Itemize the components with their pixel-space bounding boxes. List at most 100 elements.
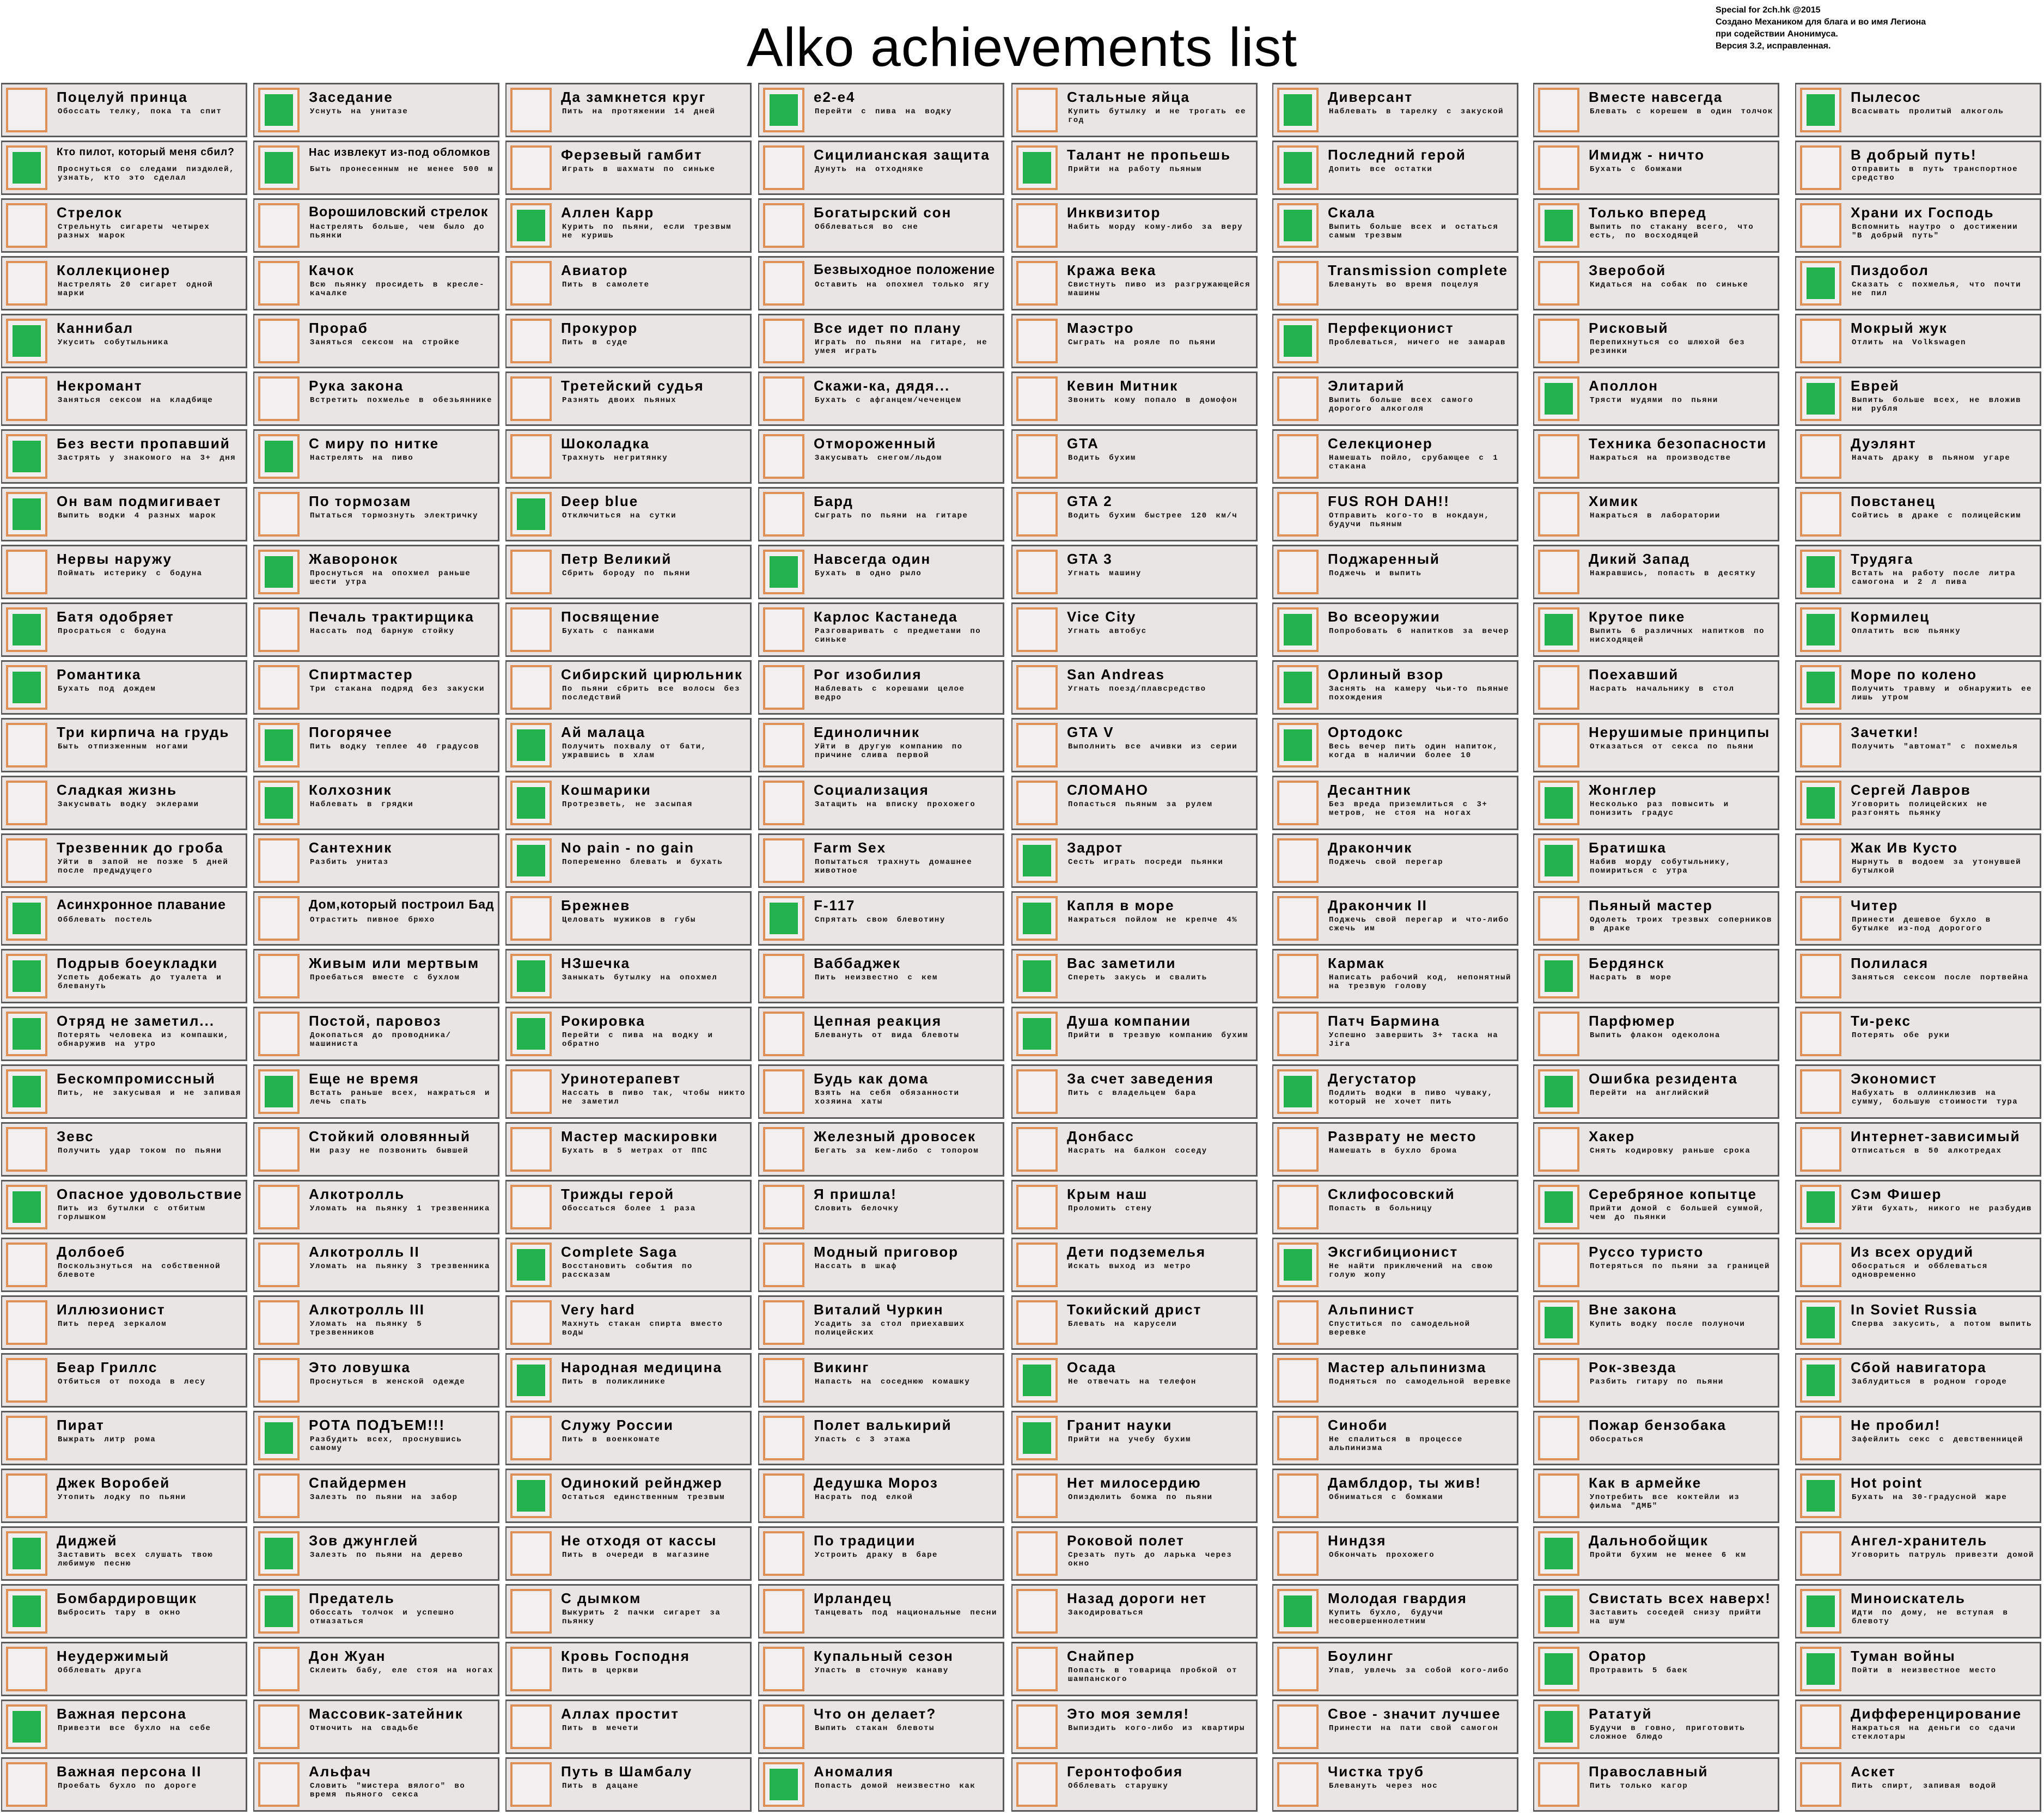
checkbox-unchecked[interactable] — [1277, 1300, 1319, 1345]
checkbox-checked[interactable] — [1800, 1473, 1841, 1518]
checkbox-unchecked[interactable] — [763, 1416, 804, 1460]
checkbox-checked[interactable] — [1538, 1069, 1579, 1114]
checkbox-unchecked[interactable] — [258, 376, 300, 421]
checkbox-checked[interactable] — [510, 954, 552, 998]
checkbox-unchecked[interactable] — [1277, 492, 1319, 537]
checkbox-unchecked[interactable] — [1016, 1704, 1058, 1749]
checkbox-unchecked[interactable] — [1277, 1416, 1319, 1460]
checkbox-unchecked[interactable] — [763, 954, 804, 998]
checkbox-unchecked[interactable] — [258, 665, 300, 710]
checkbox-checked[interactable] — [1538, 376, 1579, 421]
checkbox-unchecked[interactable] — [763, 1531, 804, 1576]
checkbox-checked[interactable] — [1016, 838, 1058, 883]
checkbox-unchecked[interactable] — [258, 1358, 300, 1403]
checkbox-checked[interactable] — [510, 838, 552, 883]
checkbox-unchecked[interactable] — [1277, 954, 1319, 998]
checkbox-checked[interactable] — [1800, 550, 1841, 594]
checkbox-unchecked[interactable] — [1538, 88, 1579, 132]
checkbox-checked[interactable] — [1800, 1185, 1841, 1229]
checkbox-unchecked[interactable] — [1800, 838, 1841, 883]
checkbox-checked[interactable] — [1800, 1647, 1841, 1691]
checkbox-unchecked[interactable] — [510, 319, 552, 363]
checkbox-checked[interactable] — [1538, 1647, 1579, 1691]
checkbox-unchecked[interactable] — [1016, 319, 1058, 363]
checkbox-unchecked[interactable] — [763, 1704, 804, 1749]
checkbox-checked[interactable] — [6, 607, 47, 652]
checkbox-unchecked[interactable] — [6, 723, 47, 768]
checkbox-unchecked[interactable] — [1016, 723, 1058, 768]
checkbox-unchecked[interactable] — [6, 1127, 47, 1172]
checkbox-unchecked[interactable] — [1277, 261, 1319, 306]
checkbox-unchecked[interactable] — [1277, 781, 1319, 825]
checkbox-unchecked[interactable] — [258, 1704, 300, 1749]
checkbox-unchecked[interactable] — [1277, 1704, 1319, 1749]
checkbox-unchecked[interactable] — [1538, 319, 1579, 363]
checkbox-unchecked[interactable] — [1016, 781, 1058, 825]
checkbox-unchecked[interactable] — [1800, 492, 1841, 537]
checkbox-unchecked[interactable] — [763, 1069, 804, 1114]
checkbox-unchecked[interactable] — [1800, 723, 1841, 768]
checkbox-checked[interactable] — [1277, 1589, 1319, 1634]
checkbox-unchecked[interactable] — [1800, 1704, 1841, 1749]
checkbox-unchecked[interactable] — [1277, 1358, 1319, 1403]
checkbox-checked[interactable] — [1538, 203, 1579, 248]
checkbox-unchecked[interactable] — [1277, 1531, 1319, 1576]
checkbox-unchecked[interactable] — [1538, 1416, 1579, 1460]
checkbox-unchecked[interactable] — [763, 1473, 804, 1518]
checkbox-checked[interactable] — [1800, 1589, 1841, 1634]
checkbox-unchecked[interactable] — [1538, 1358, 1579, 1403]
checkbox-unchecked[interactable] — [1538, 1243, 1579, 1287]
checkbox-checked[interactable] — [763, 1762, 804, 1807]
checkbox-checked[interactable] — [1800, 607, 1841, 652]
checkbox-checked[interactable] — [258, 1416, 300, 1460]
checkbox-unchecked[interactable] — [258, 607, 300, 652]
checkbox-unchecked[interactable] — [763, 607, 804, 652]
checkbox-unchecked[interactable] — [763, 1300, 804, 1345]
checkbox-unchecked[interactable] — [763, 781, 804, 825]
checkbox-unchecked[interactable] — [1016, 1243, 1058, 1287]
checkbox-unchecked[interactable] — [763, 1647, 804, 1691]
checkbox-unchecked[interactable] — [1016, 665, 1058, 710]
checkbox-checked[interactable] — [510, 1243, 552, 1287]
checkbox-unchecked[interactable] — [1800, 1127, 1841, 1172]
checkbox-unchecked[interactable] — [258, 1647, 300, 1691]
checkbox-checked[interactable] — [1538, 1185, 1579, 1229]
checkbox-unchecked[interactable] — [763, 319, 804, 363]
checkbox-unchecked[interactable] — [1277, 550, 1319, 594]
checkbox-unchecked[interactable] — [1016, 1589, 1058, 1634]
checkbox-checked[interactable] — [258, 1531, 300, 1576]
checkbox-unchecked[interactable] — [1016, 607, 1058, 652]
checkbox-checked[interactable] — [510, 1012, 552, 1056]
checkbox-checked[interactable] — [1277, 665, 1319, 710]
checkbox-unchecked[interactable] — [763, 1589, 804, 1634]
checkbox-unchecked[interactable] — [763, 145, 804, 190]
checkbox-checked[interactable] — [510, 492, 552, 537]
checkbox-unchecked[interactable] — [510, 1704, 552, 1749]
checkbox-unchecked[interactable] — [510, 607, 552, 652]
checkbox-checked[interactable] — [1538, 1589, 1579, 1634]
checkbox-unchecked[interactable] — [1538, 434, 1579, 479]
checkbox-unchecked[interactable] — [1538, 145, 1579, 190]
checkbox-unchecked[interactable] — [510, 1069, 552, 1114]
checkbox-unchecked[interactable] — [1800, 203, 1841, 248]
checkbox-unchecked[interactable] — [510, 1647, 552, 1691]
checkbox-unchecked[interactable] — [510, 550, 552, 594]
checkbox-unchecked[interactable] — [258, 261, 300, 306]
checkbox-unchecked[interactable] — [258, 1300, 300, 1345]
checkbox-unchecked[interactable] — [763, 1127, 804, 1172]
checkbox-unchecked[interactable] — [6, 550, 47, 594]
checkbox-checked[interactable] — [258, 434, 300, 479]
checkbox-checked[interactable] — [258, 88, 300, 132]
checkbox-unchecked[interactable] — [1016, 492, 1058, 537]
checkbox-unchecked[interactable] — [1277, 1762, 1319, 1807]
checkbox-checked[interactable] — [6, 1069, 47, 1114]
checkbox-unchecked[interactable] — [1277, 434, 1319, 479]
checkbox-unchecked[interactable] — [510, 1589, 552, 1634]
checkbox-unchecked[interactable] — [510, 896, 552, 941]
checkbox-unchecked[interactable] — [1800, 1069, 1841, 1114]
checkbox-checked[interactable] — [510, 723, 552, 768]
checkbox-checked[interactable] — [1277, 723, 1319, 768]
checkbox-unchecked[interactable] — [258, 1127, 300, 1172]
checkbox-checked[interactable] — [6, 434, 47, 479]
checkbox-unchecked[interactable] — [1016, 376, 1058, 421]
